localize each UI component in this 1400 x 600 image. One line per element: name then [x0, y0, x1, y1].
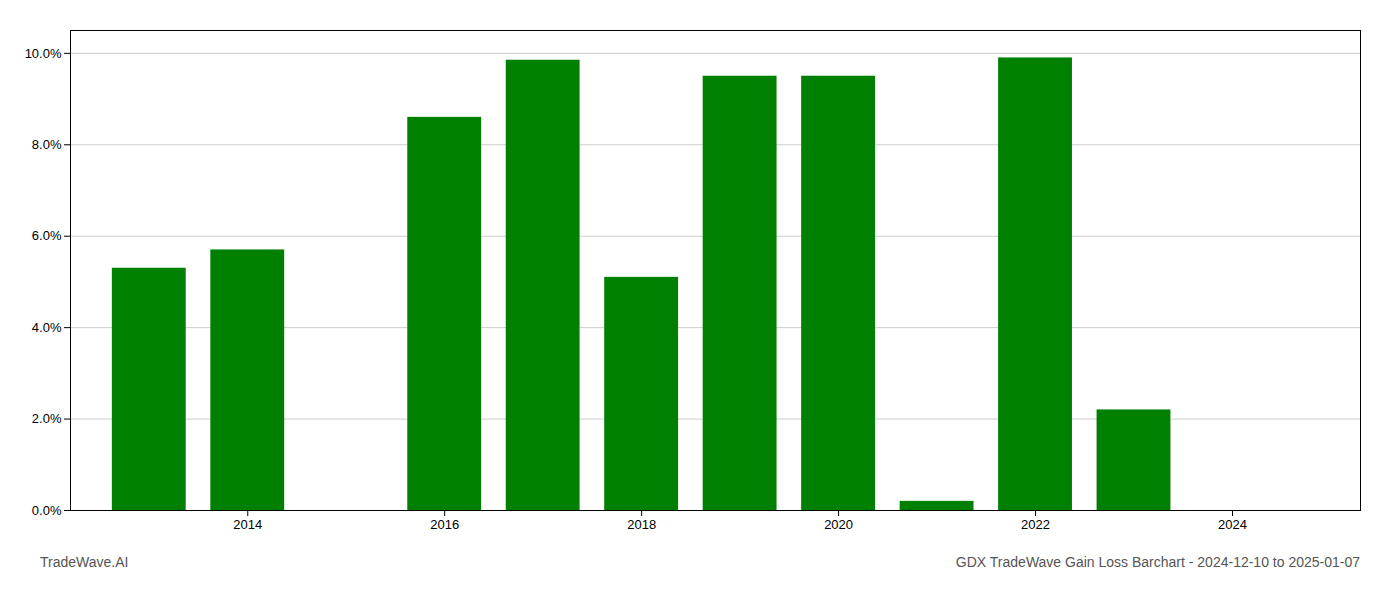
svg-text:2014: 2014 — [233, 517, 262, 532]
svg-text:8.0%: 8.0% — [32, 137, 62, 152]
svg-text:2018: 2018 — [627, 517, 656, 532]
svg-text:10.0%: 10.0% — [25, 46, 62, 61]
svg-text:4.0%: 4.0% — [32, 320, 62, 335]
svg-text:6.0%: 6.0% — [32, 228, 62, 243]
html-text:GDX TradeWave Gain Loss Barcha: GDX TradeWave Gain Loss Barchart - 2024-… — [955, 554, 1360, 570]
html-text:TradeWave.AI: TradeWave.AI — [40, 554, 129, 570]
svg-text:2.0%: 2.0% — [32, 411, 62, 426]
svg-text:2024: 2024 — [1218, 517, 1247, 532]
svg-text:2022: 2022 — [1021, 517, 1050, 532]
svg-text:2016: 2016 — [430, 517, 459, 532]
svg-text:0.0%: 0.0% — [32, 503, 62, 518]
svg-text:2020: 2020 — [824, 517, 853, 532]
